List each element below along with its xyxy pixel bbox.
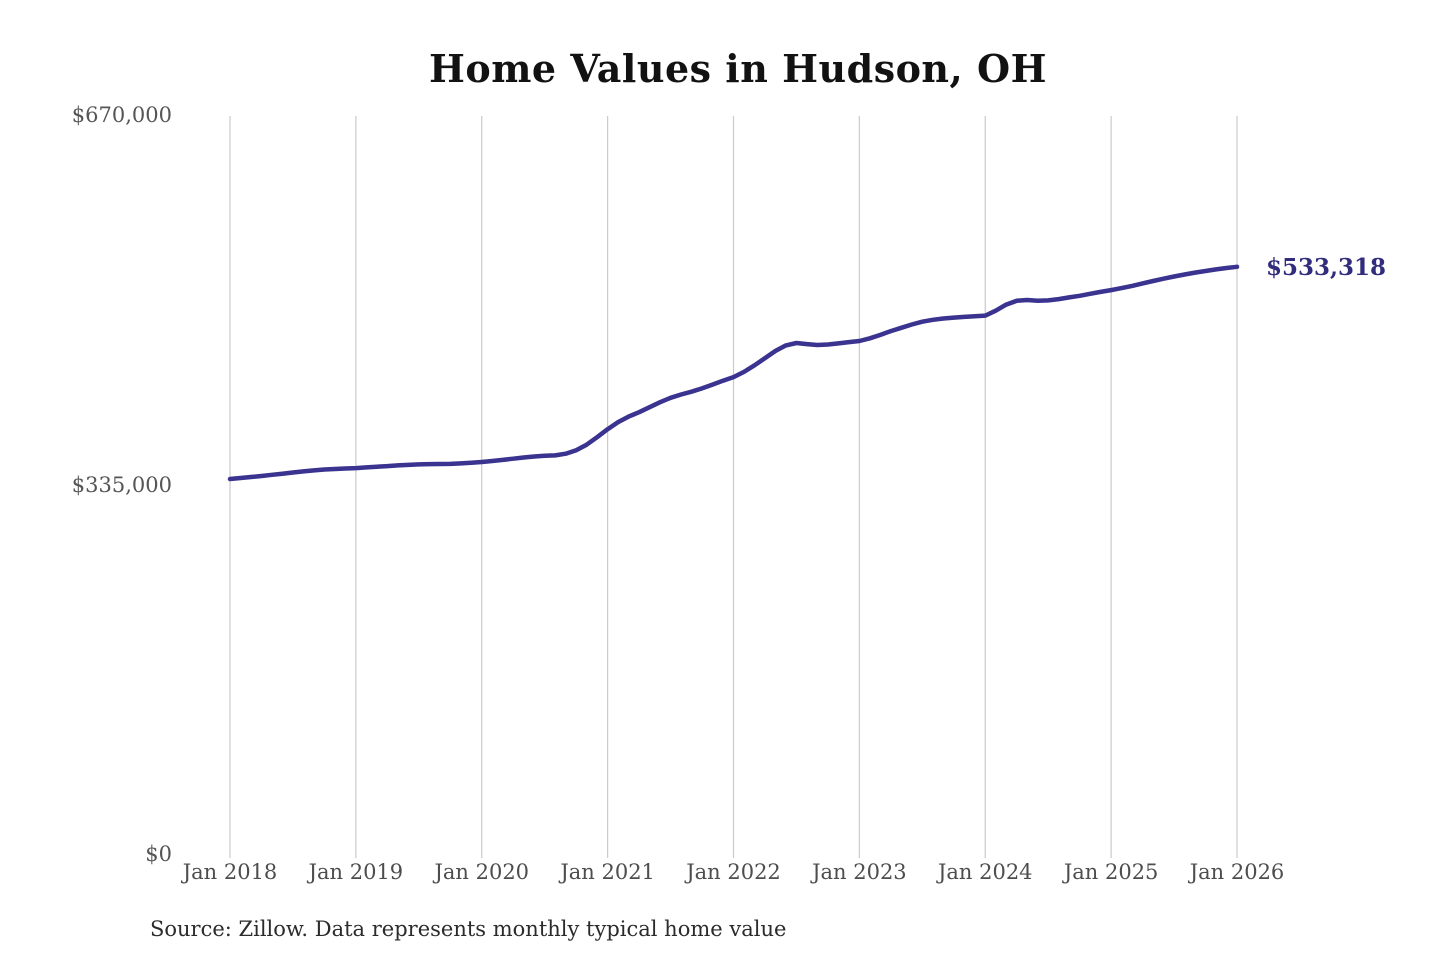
y-axis-tick-label-0: $0 — [145, 842, 172, 866]
home-value-line — [227, 264, 1240, 482]
x-axis-tick-label-2024: Jan 2024 — [937, 860, 1033, 884]
x-axis-tick-label-2020: Jan 2020 — [434, 860, 530, 884]
x-axis-tick-label-2018: Jan 2018 — [182, 860, 278, 884]
x-axis-tick-label-2023: Jan 2023 — [812, 860, 907, 884]
x-axis-tick-label-2025: Jan 2025 — [1063, 860, 1159, 884]
chart-title: Home Values in Hudson, OH — [428, 46, 1048, 91]
y-axis-tick-label-670000: $670,000 — [71, 103, 172, 127]
latest-value-label: $533,318 — [1266, 253, 1387, 281]
x-axis-tick-label-2021: Jan 2021 — [560, 860, 655, 884]
x-axis-tick-label-2019: Jan 2019 — [308, 860, 404, 884]
x-axis-tick-label-2026: Jan 2026 — [1189, 860, 1285, 884]
x-axis-tick-label-2022: Jan 2022 — [686, 860, 781, 884]
y-axis-tick-label-335000: $335,000 — [71, 472, 172, 497]
source-note: Source: Zillow. Data represents monthly … — [150, 917, 787, 941]
